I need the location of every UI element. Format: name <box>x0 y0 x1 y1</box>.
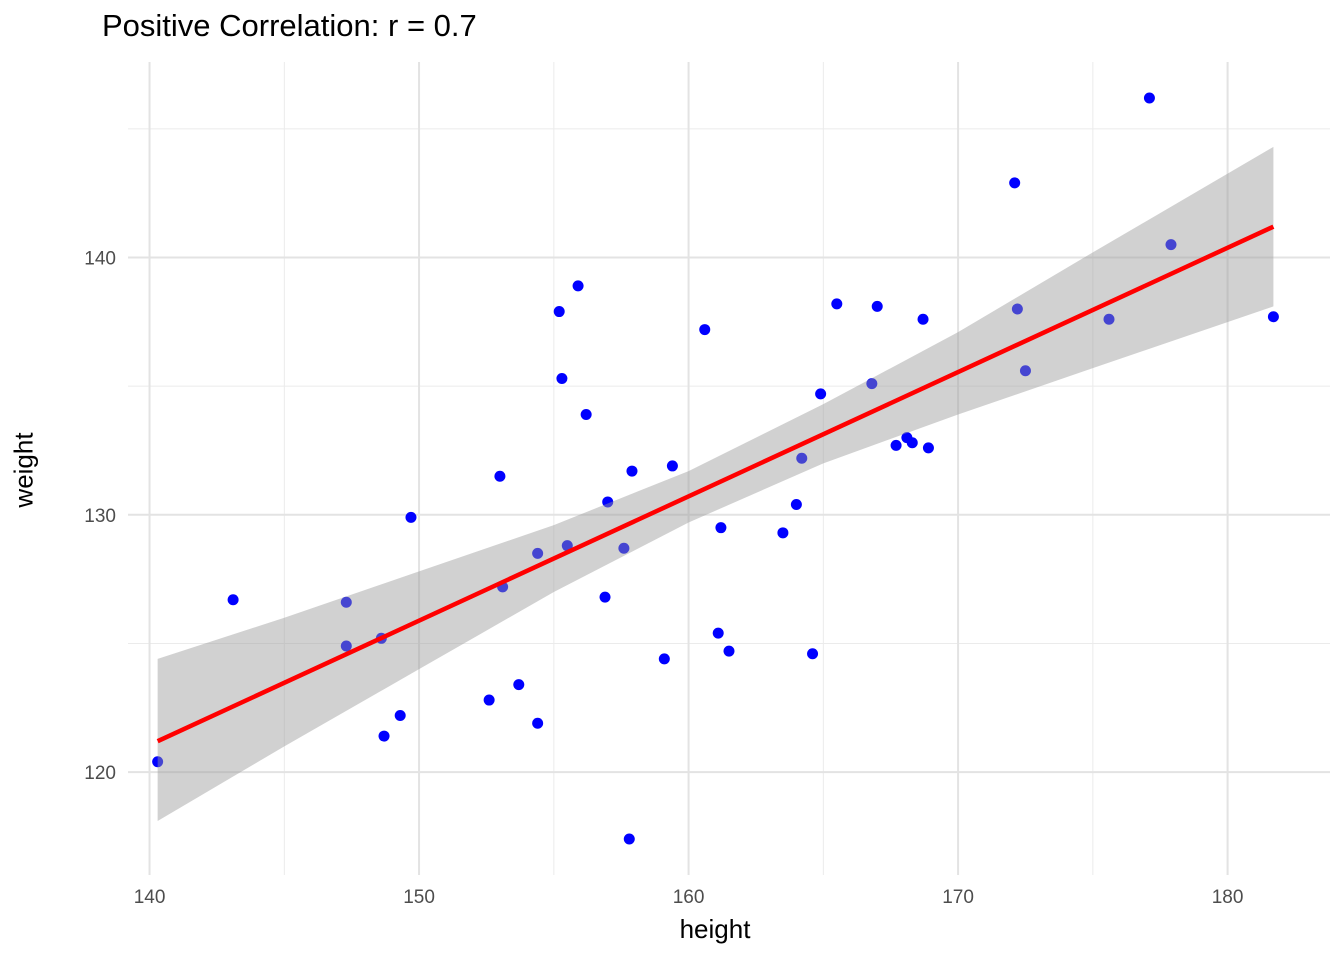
data-point <box>699 324 711 336</box>
regression-line <box>156 224 1275 744</box>
data-point <box>405 511 417 523</box>
data-point <box>378 730 390 742</box>
data-point <box>831 298 843 310</box>
data-point <box>906 437 918 449</box>
x-tick-label: 150 <box>403 887 435 908</box>
data-point <box>1143 92 1155 104</box>
data-point <box>890 439 902 451</box>
x-tick-label: 180 <box>1212 887 1244 908</box>
data-point <box>572 280 584 292</box>
data-point <box>807 648 819 660</box>
data-point <box>1009 177 1021 189</box>
data-point <box>715 522 727 534</box>
data-point <box>580 408 592 420</box>
data-point <box>556 372 568 384</box>
data-point <box>340 640 352 652</box>
data-point <box>623 833 635 845</box>
data-point <box>483 694 495 706</box>
x-axis-label: height <box>679 914 751 944</box>
y-tick-label: 130 <box>84 506 116 527</box>
data-point <box>796 452 808 464</box>
data-point <box>777 527 789 539</box>
data-point <box>626 465 638 477</box>
data-point <box>723 645 735 657</box>
data-point <box>599 591 611 603</box>
x-tick-label: 160 <box>673 887 705 908</box>
data-point <box>532 717 544 729</box>
data-point <box>602 496 614 508</box>
data-point <box>1011 303 1023 315</box>
data-point <box>513 679 525 691</box>
data-point <box>1019 365 1031 377</box>
data-point <box>917 313 929 325</box>
data-point <box>1267 311 1279 323</box>
data-point <box>227 594 239 606</box>
data-point <box>532 547 544 559</box>
data-point <box>618 542 630 554</box>
y-tick-label: 140 <box>84 249 116 270</box>
data-point <box>553 306 565 318</box>
data-point <box>790 499 802 511</box>
data-point <box>666 460 678 472</box>
data-point <box>712 627 724 639</box>
data-point <box>561 540 573 552</box>
data-point <box>658 653 670 665</box>
x-tick-label: 140 <box>134 887 166 908</box>
data-point <box>340 596 352 608</box>
data-point <box>871 300 883 312</box>
data-point <box>494 470 506 482</box>
data-point <box>394 709 406 721</box>
data-point <box>815 388 827 400</box>
x-tick-label: 170 <box>942 887 974 908</box>
data-point <box>922 442 934 454</box>
data-point <box>1103 313 1115 325</box>
data-point <box>1165 239 1177 251</box>
data-point <box>866 378 878 390</box>
chart-title: Positive Correlation: r = 0.7 <box>102 8 477 43</box>
data-point <box>152 756 164 768</box>
y-axis-label: weight <box>8 432 39 508</box>
y-tick-label: 120 <box>84 763 116 784</box>
